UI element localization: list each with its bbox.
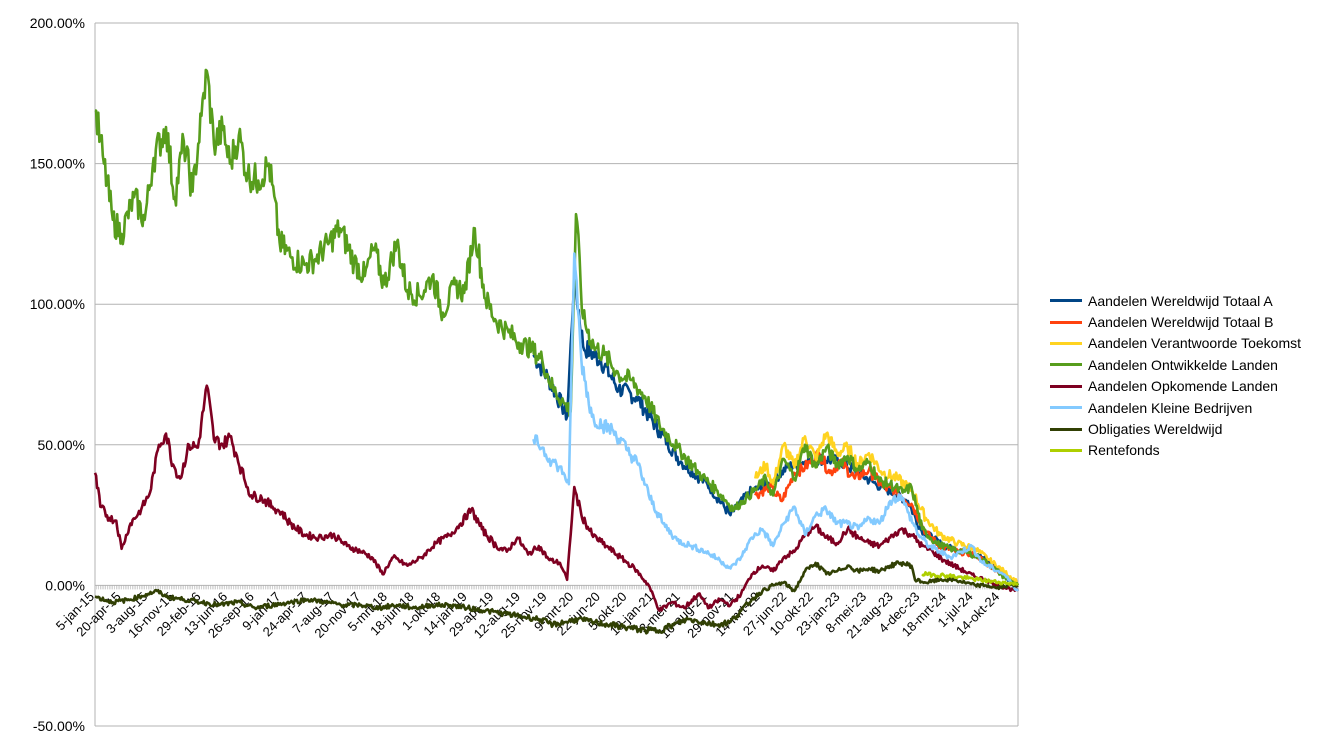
legend-label: Aandelen Wereldwijd Totaal B — [1088, 314, 1274, 331]
plot-area-background — [95, 23, 1018, 726]
y-axis-tick-labels: 200.00% 150.00% 100.00% 50.00% 0.00% -50.00% — [30, 15, 85, 734]
legend-swatch — [1050, 363, 1082, 367]
legend-swatch — [1050, 427, 1082, 431]
legend-label: Aandelen Verantwoorde Toekomst — [1088, 335, 1301, 352]
series-lines — [93, 68, 1020, 635]
legend-item: Rentefonds — [1050, 440, 1301, 461]
y-tick-label: -50.00% — [33, 718, 85, 734]
y-tick-label: 0.00% — [45, 577, 85, 593]
legend-label: Aandelen Kleine Bedrijven — [1088, 399, 1253, 416]
legend-swatch — [1050, 406, 1082, 410]
legend-label: Aandelen Opkomende Landen — [1088, 378, 1278, 395]
legend-label: Aandelen Wereldwijd Totaal A — [1088, 292, 1273, 309]
plot-area: 200.00%150.00%100.00%50.00%0.00%-50.00% … — [30, 15, 1020, 734]
legend-item: Obligaties Wereldwijd — [1050, 418, 1301, 439]
series-line-6 — [94, 560, 1019, 635]
legend-label: Rentefonds — [1088, 442, 1160, 459]
legend-label: Obligaties Wereldwijd — [1088, 421, 1223, 438]
series-line-5 — [532, 252, 1020, 592]
legend-item: Aandelen Verantwoorde Toekomst — [1050, 333, 1301, 354]
series-line-4 — [93, 384, 1020, 612]
legend-swatch — [1050, 341, 1082, 345]
legend-item: Aandelen Opkomende Landen — [1050, 376, 1301, 397]
legend-label: Aandelen Ontwikkelde Landen — [1088, 356, 1278, 373]
series-line-3 — [94, 68, 1020, 587]
legend-item: Aandelen Kleine Bedrijven — [1050, 397, 1301, 418]
chart-legend: Aandelen Wereldwijd Totaal A Aandelen Wer… — [1050, 290, 1301, 461]
legend-swatch — [1050, 448, 1082, 452]
series-line-7 — [921, 571, 1019, 586]
legend-swatch — [1050, 320, 1082, 324]
y-tick-label: 200.00% — [30, 15, 85, 31]
y-tick-label: 50.00% — [38, 437, 85, 453]
x-axis-minor-ticks — [94, 585, 1019, 590]
legend-item: Aandelen Wereldwijd Totaal A — [1050, 290, 1301, 311]
legend-item: Aandelen Wereldwijd Totaal B — [1050, 311, 1301, 332]
y-tick-label: 100.00% — [30, 296, 85, 312]
y-tick-label: 150.00% — [30, 156, 85, 172]
legend-swatch — [1050, 299, 1082, 303]
legend-item: Aandelen Ontwikkelde Landen — [1050, 354, 1301, 375]
legend-swatch — [1050, 384, 1082, 388]
